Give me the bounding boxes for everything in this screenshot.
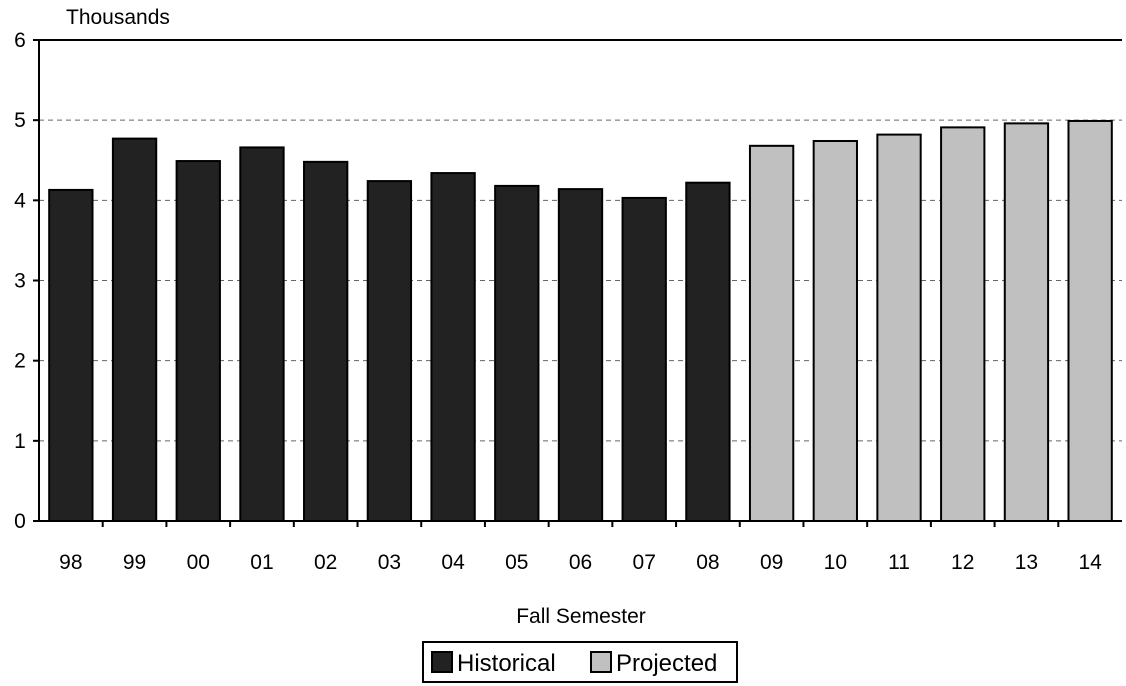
axes: [33, 39, 1122, 527]
bar-historical-01: [239, 146, 285, 522]
x-tick-label: 98: [59, 551, 82, 574]
x-tick-label: 11: [888, 551, 910, 574]
bar-historical-02: [303, 160, 349, 522]
bars: [48, 119, 1113, 523]
y-tick-label: 4: [14, 189, 26, 212]
legend: Historical Projected: [422, 641, 738, 683]
bar-historical-98: [48, 188, 94, 523]
y-tick-label: 0: [14, 510, 26, 533]
x-axis-label: Fall Semester: [516, 605, 646, 628]
y-tick-label: 1: [14, 430, 26, 453]
bar-historical-05: [494, 184, 540, 523]
x-tick-label: 05: [505, 551, 528, 574]
bar-historical-04: [430, 172, 476, 522]
legend-swatch-projected: [590, 651, 612, 673]
x-tick-label: 02: [314, 551, 337, 574]
bar-historical-99: [111, 137, 158, 522]
bar-projected-09: [748, 144, 795, 522]
legend-label-projected: Projected: [616, 650, 717, 677]
bar-projected-11: [876, 133, 922, 522]
bar-historical-07: [621, 196, 667, 522]
x-tick-label: 09: [760, 551, 783, 574]
bar-projected-14: [1067, 119, 1113, 523]
bar-historical-00: [175, 160, 221, 522]
y-tick-label: 3: [14, 270, 26, 293]
x-tick-label: 06: [569, 551, 592, 574]
bar-projected-12: [940, 126, 986, 523]
x-tick-label: 14: [1078, 551, 1102, 574]
bar-projected-10: [812, 140, 858, 522]
y-tick-label: 2: [14, 350, 26, 373]
x-tick-label: 01: [250, 551, 273, 574]
x-tick-label: 08: [696, 551, 719, 574]
x-tick-label: 99: [123, 551, 146, 574]
legend-swatch-historical: [431, 651, 453, 673]
bar-historical-06: [557, 188, 604, 523]
legend-label-historical: Historical: [457, 650, 556, 677]
x-tick-label: 03: [378, 551, 401, 574]
x-tick-label: 12: [951, 551, 974, 574]
x-tick-label: 10: [824, 551, 847, 574]
x-tick-labels: 98 99 00 01 02 03 04 05 06 07 08 09 10 11 12 13 14: [59, 551, 1102, 574]
bar-historical-08: [685, 181, 731, 523]
bar-projected-13: [1003, 122, 1050, 523]
x-tick-label: 07: [633, 551, 656, 574]
bar-historical-03: [366, 180, 413, 523]
x-tick-label: 04: [441, 551, 465, 574]
x-tick-label: 13: [1015, 551, 1038, 574]
legend-frame: [422, 641, 738, 683]
y-tick-label: 5: [14, 109, 26, 132]
y-tick-labels: 0 1 2 3 4 5 6: [14, 29, 26, 533]
x-tick-label: 00: [187, 551, 210, 574]
y-tick-label: 6: [14, 29, 26, 52]
y-axis-label: Thousands: [66, 6, 170, 29]
